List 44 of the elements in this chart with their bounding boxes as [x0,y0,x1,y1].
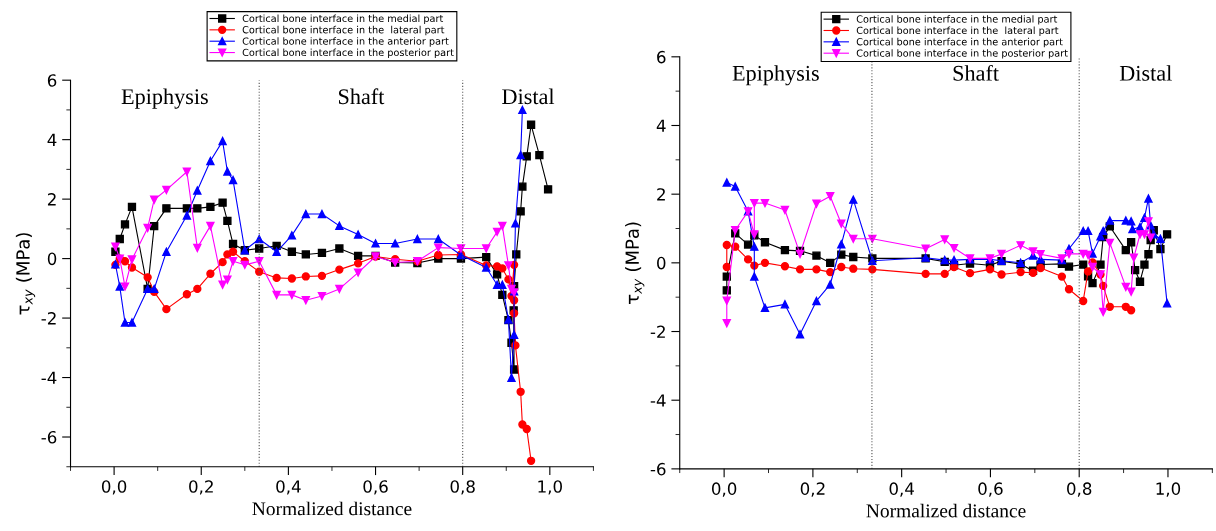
x-tick-label: 1,0 [538,480,562,495]
legend-label: Cortical bone interface in the medial part [856,15,1058,25]
annotation: Shaft [338,88,385,105]
y-tick-label: 6 [47,74,57,87]
y-tick-label: 4 [656,119,666,132]
x-tick-label: 0,2 [800,482,825,497]
legend-label: Cortical bone interface in the lateral part [242,25,445,36]
annotation: Distal [502,88,555,105]
y-axis-title: τ$_{xy}$ (MPa) [625,222,645,304]
x-tick-label: 0,4 [889,482,914,497]
legend-label: Cortical bone interface in the anterior part [242,37,449,47]
legend-label: Cortical bone interface in the medial part [242,14,444,24]
y-tick-label: -6 [41,430,57,444]
y-tick-label: 2 [47,193,56,206]
legend-label: Cortical bone interface in the posterior part [242,48,454,58]
legend-label: Cortical bone interface in the anterior part [856,37,1063,48]
x-tick-label: 0,8 [1067,482,1092,497]
annotation: Distal [1119,65,1172,81]
x-tick-label: 0,0 [101,480,127,495]
x-tick-label: 0,2 [189,480,213,495]
y-tick-label: -6 [650,462,666,476]
annotation: Shaft [953,64,999,81]
x-tick-label: 0,6 [978,482,1003,497]
y-tick-label: 2 [657,188,665,201]
annotation: Epiphysis [732,65,819,86]
y-tick-label: 0 [657,256,666,270]
y-tick-label: 4 [47,133,57,146]
legend-label: Cortical bone interface in the lateral part [856,26,1059,36]
x-axis-title: Normalized distance [866,503,1026,518]
y-tick-label: 0 [47,252,57,266]
legend-label: Cortical bone interface in the posterior part [856,49,1068,59]
x-tick-label: 0,4 [276,480,301,495]
x-tick-label: 0,8 [450,480,475,495]
x-axis-title: Normalized distance [252,501,412,516]
y-tick-label: -2 [650,325,665,338]
y-tick-label: -2 [41,312,56,325]
x-tick-label: 1,0 [1156,482,1181,497]
x-tick-label: 0,6 [363,480,388,495]
annotation: Epiphysis [121,88,208,109]
x-tick-label: 0,0 [711,482,737,497]
y-tick-label: -4 [650,394,666,407]
y-axis-title: τ$_{xy}$ (MPa) [15,233,36,315]
y-tick-label: -4 [41,371,57,384]
y-tick-label: 6 [657,50,666,64]
